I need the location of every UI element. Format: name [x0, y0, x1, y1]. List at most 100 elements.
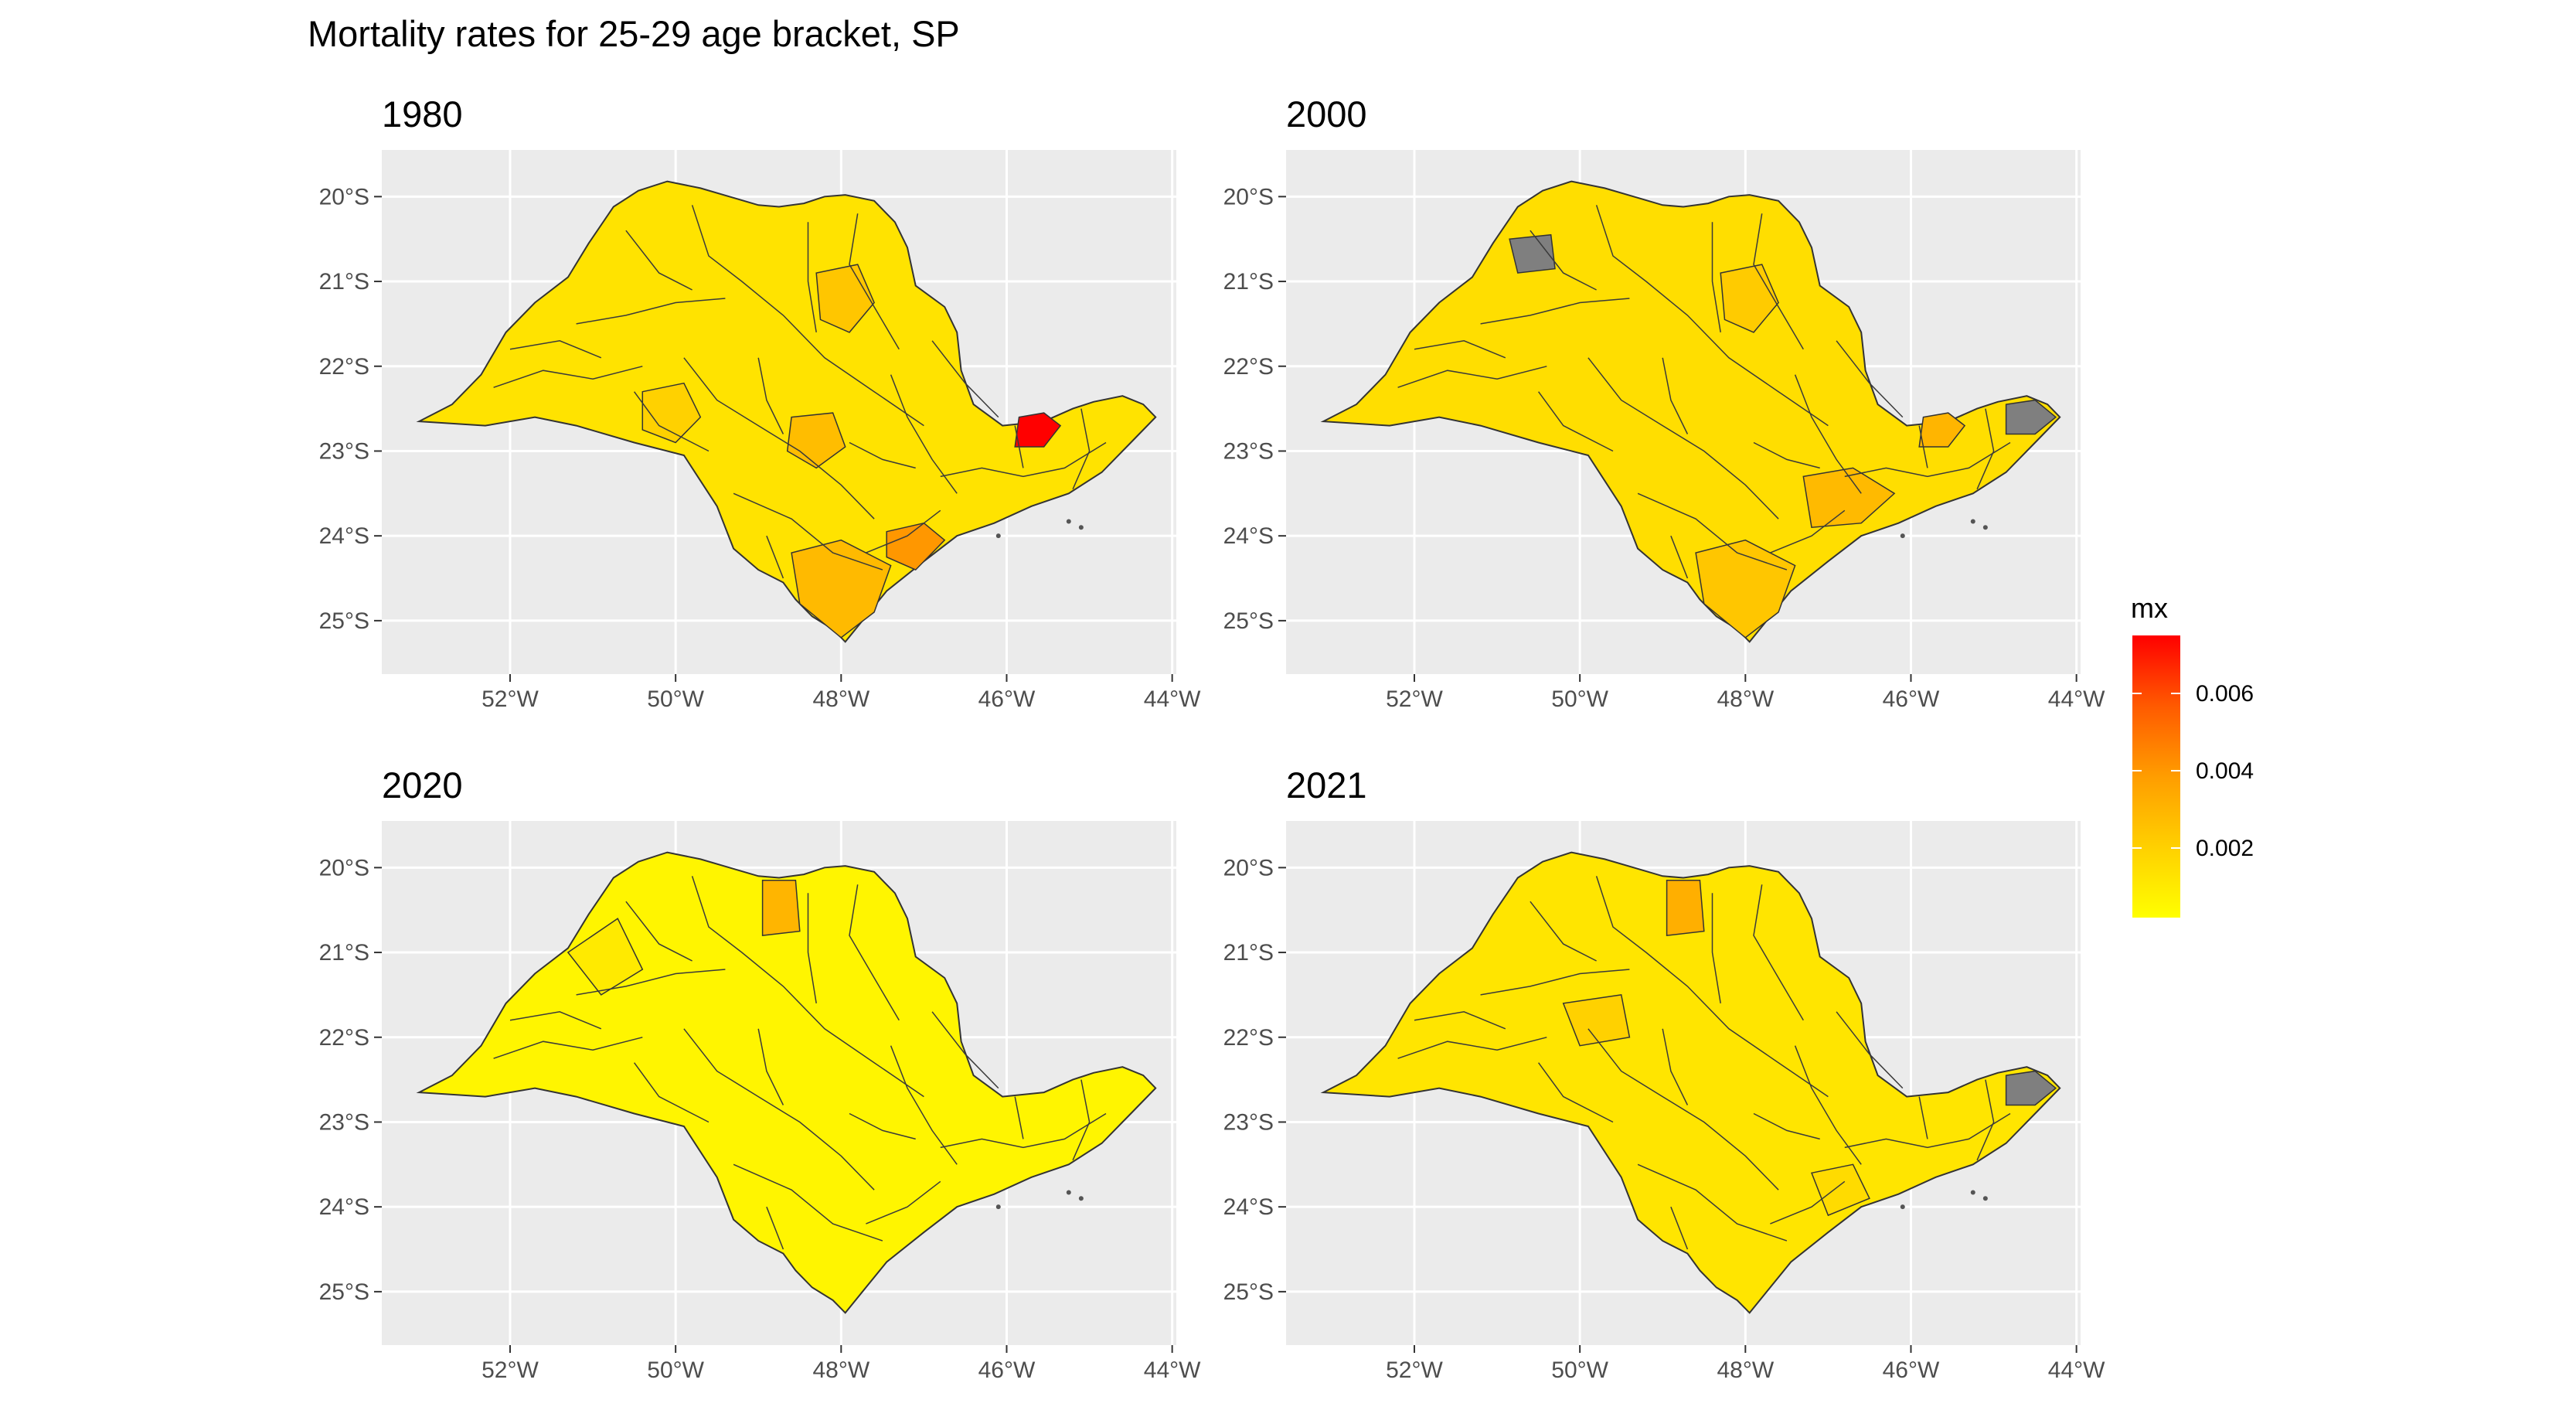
y-tick-label: 20°S: [1223, 855, 1274, 881]
region-border: [1844, 1112, 2011, 1149]
y-tick-label: 22°S: [319, 1025, 369, 1051]
island: [1982, 1196, 1988, 1201]
region-border: [940, 441, 1107, 478]
region-border: [1530, 901, 1597, 962]
region-border: [633, 391, 710, 452]
colorbar: [2132, 635, 2180, 918]
y-tick-label: 20°S: [1223, 184, 1274, 209]
region-border: [1662, 357, 1689, 434]
region-border: [940, 1112, 1107, 1149]
region-paraiba-valley: [1014, 412, 1062, 448]
region-border: [931, 1011, 999, 1089]
x-tick-label: 46°W: [978, 1357, 1036, 1383]
region-border: [757, 1028, 784, 1105]
x-tick-label: 52°W: [1386, 686, 1443, 712]
colorbar-ticks: 0.002 0.004 0.006: [2132, 681, 2254, 861]
region-border: [1770, 1180, 1846, 1225]
y-tick-label: 21°S: [319, 269, 369, 295]
island: [1066, 519, 1071, 524]
x-tick-label: 44°W: [1144, 1357, 1201, 1383]
map-panel-2000: 2000 52°W 50°W 48°W 46°W 44°W 20°S 21°S 22°S 23°S…: [1223, 94, 2106, 712]
panel-title: 2000: [1286, 94, 1367, 135]
region-border: [1794, 374, 1862, 494]
region-border: [1918, 1096, 1928, 1139]
y-tick-label: 23°S: [1223, 438, 1274, 464]
region-border: [931, 340, 999, 418]
x-tick-label: 50°W: [647, 686, 704, 712]
y-tick-label: 24°S: [319, 1194, 369, 1220]
map-panel-2020: 2020 52°W 50°W 48°W 46°W 44°W 20°S 21°S 22°S 23°S…: [319, 765, 1202, 1383]
region-border: [807, 222, 817, 333]
x-tick-label: 48°W: [812, 1357, 869, 1383]
region-border: [1480, 969, 1630, 996]
region-border: [1976, 408, 1995, 490]
region-border: [576, 969, 726, 996]
region-center-west: [1562, 994, 1631, 1047]
panel-title: 1980: [382, 94, 463, 135]
island: [1078, 1196, 1084, 1201]
colorbar-tick-label: 0.004: [2196, 758, 2254, 784]
region-northwest: [567, 918, 644, 996]
island: [995, 1204, 1001, 1210]
x-tick-label: 44°W: [2048, 686, 2105, 712]
region-border: [1637, 492, 1788, 571]
x-tick-label: 48°W: [812, 686, 869, 712]
y-tick-label: 24°S: [1223, 523, 1274, 549]
region-border: [1662, 1028, 1689, 1105]
region-no-data-northeast-tip: [2005, 399, 2057, 435]
region-border: [625, 901, 692, 962]
island: [1970, 519, 1975, 524]
region-border: [890, 374, 958, 494]
region-border: [1753, 1112, 1820, 1140]
region-border: [1836, 340, 1904, 418]
x-tick-label: 52°W: [482, 1357, 539, 1383]
island: [1900, 1204, 1905, 1210]
region-border: [849, 441, 916, 469]
region-border: [625, 230, 692, 291]
state-outline: [1320, 180, 2061, 643]
island: [1900, 533, 1905, 539]
region-metro-sao-paulo: [1802, 467, 1896, 529]
region-border: [1414, 1011, 1506, 1030]
y-tick-label: 23°S: [319, 438, 369, 464]
region-border: [766, 1206, 784, 1250]
region-border: [1397, 366, 1547, 388]
region-border: [1537, 391, 1614, 452]
x-tick-label: 44°W: [2048, 1357, 2105, 1383]
y-tick-label: 24°S: [319, 523, 369, 549]
x-tick-label: 44°W: [1144, 686, 1201, 712]
region-border: [1397, 1037, 1547, 1059]
x-tick-label: 46°W: [1883, 1357, 1940, 1383]
region-border: [1072, 1079, 1091, 1161]
region-north-border: [1666, 880, 1705, 936]
panels: 1980 52°W 50°W 48°W 46°W 44°W 20°S 21°S 22°S 23°S…: [319, 94, 2106, 1383]
region-border: [509, 1011, 602, 1030]
region-border: [849, 213, 900, 350]
region-border: [1595, 876, 1829, 1098]
region-border: [1014, 1096, 1024, 1139]
y-tick-label: 22°S: [1223, 1025, 1274, 1051]
x-tick-label: 50°W: [1551, 1357, 1608, 1383]
state-outline: [1320, 851, 2061, 1314]
region-border: [1072, 408, 1091, 490]
colorbar-tick-label: 0.006: [2196, 681, 2254, 707]
y-tick-label: 20°S: [319, 184, 369, 209]
region-border: [1918, 425, 1928, 468]
region-paraiba-valley: [1918, 412, 1966, 448]
island: [1970, 1190, 1975, 1195]
region-border: [691, 205, 924, 427]
region-border: [1014, 425, 1024, 468]
region-north-border: [761, 880, 801, 936]
y-tick-label: 21°S: [319, 940, 369, 966]
y-tick-label: 25°S: [1223, 1279, 1274, 1305]
region-border: [1753, 441, 1820, 469]
region-border: [757, 357, 784, 434]
x-tick-label: 46°W: [1883, 686, 1940, 712]
colorbar-tick-label: 0.002: [2196, 836, 2254, 861]
panel-title: 2020: [382, 765, 463, 806]
region-border: [807, 893, 817, 1004]
region-southeast: [1810, 1163, 1870, 1217]
region-border: [1770, 509, 1846, 554]
region-border: [1711, 893, 1721, 1004]
